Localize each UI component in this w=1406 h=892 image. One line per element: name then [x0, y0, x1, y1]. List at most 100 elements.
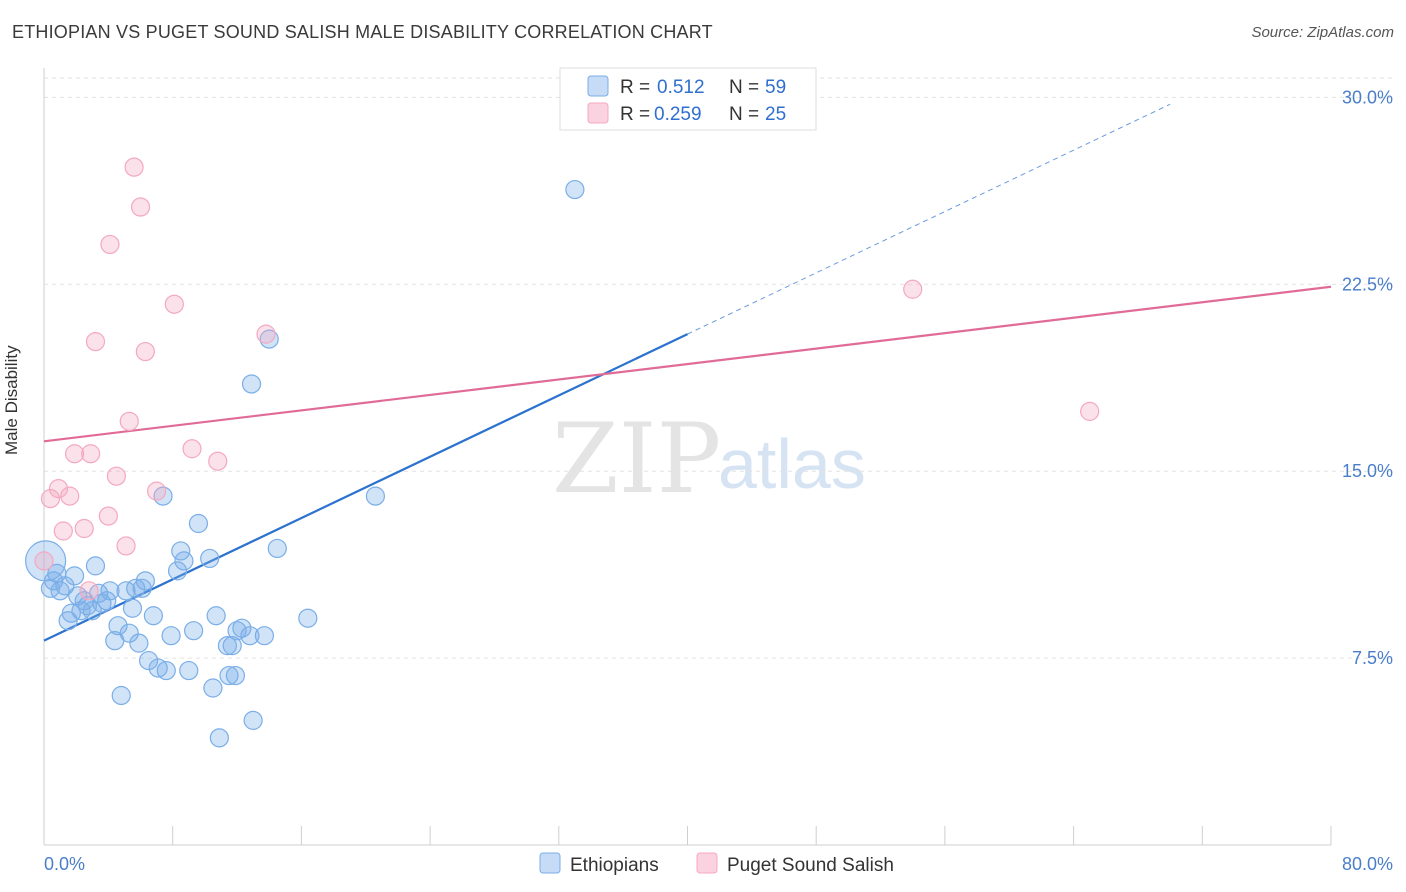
legend: R = 0.512 N = 59 R = 0.259 N = 25 [559, 67, 817, 131]
point-ethiopians [254, 626, 274, 646]
point-puget [208, 451, 228, 471]
point-puget [124, 157, 144, 177]
point-puget [98, 506, 118, 526]
point-ethiopians [138, 650, 159, 671]
y-tick-label: 7.5% [1352, 648, 1393, 668]
point-puget [147, 481, 167, 501]
point-puget [106, 466, 126, 486]
point-ethiopians [365, 486, 386, 506]
point-ethiopians [267, 538, 287, 559]
legend-n-label-ethiopians: N = [729, 77, 759, 98]
trend-lines [43, 103, 1332, 642]
point-ethiopians [222, 636, 242, 656]
chart-source: Source: ZipAtlas.com [1251, 24, 1394, 41]
point-puget [116, 536, 136, 556]
point-ethiopians [148, 658, 168, 678]
point-ethiopians [174, 551, 194, 571]
point-puget [85, 332, 106, 352]
point-puget [48, 479, 69, 499]
point-ethiopians [179, 660, 199, 681]
point-puget [130, 197, 151, 217]
point-ethiopians [126, 578, 146, 598]
point-ethiopians [85, 556, 106, 576]
bottom-legend-label-puget: Puget Sound Salish [727, 855, 894, 876]
legend-n-value-ethiopians: 59 [765, 77, 786, 98]
point-ethiopians [225, 665, 246, 686]
point-puget [60, 486, 80, 506]
grid-lines [44, 77, 1393, 659]
y-tick-labels: 7.5% 15.0% 22.5% 30.0% [1342, 87, 1393, 668]
point-ethiopians [156, 660, 176, 681]
point-ethiopians [241, 374, 262, 394]
point-ethiopians [82, 601, 102, 621]
point-ethiopians [188, 513, 209, 534]
point-puget [182, 439, 202, 459]
axes [43, 68, 1332, 846]
chart-title: ETHIOPIAN VS PUGET SOUND SALISH MALE DIS… [12, 22, 713, 42]
point-ethiopians [298, 608, 318, 628]
watermark: ZIP atlas [552, 403, 866, 515]
point-puget [903, 279, 923, 299]
point-ethiopians [135, 571, 155, 591]
point-ethiopians [243, 710, 263, 730]
trend-line-ethiopians-extension [687, 103, 1171, 335]
bottom-legend-swatch-puget [696, 852, 718, 874]
point-puget [135, 341, 155, 362]
point-ethiopians [153, 486, 173, 506]
point-ethiopians [209, 728, 229, 748]
point-ethiopians [203, 678, 223, 698]
point-puget [40, 489, 61, 509]
x-tick-label-max: 80.0% [1342, 854, 1393, 874]
point-ethiopians [167, 561, 188, 581]
point-ethiopians [200, 548, 220, 569]
bottom-legend: Ethiopians Puget Sound Salish [539, 852, 894, 876]
watermark-zip: ZIP [552, 403, 721, 515]
legend-r-value-puget: 0.259 [654, 104, 702, 125]
x-tick-label-min: 0.0% [44, 854, 85, 874]
point-ethiopians [565, 179, 585, 200]
point-puget [64, 444, 85, 464]
point-ethiopians [240, 626, 260, 646]
point-puget [256, 324, 276, 344]
legend-swatch-puget [587, 102, 609, 124]
watermark-atlas: atlas [718, 425, 866, 503]
point-puget [81, 444, 101, 464]
point-ethiopians [55, 576, 75, 596]
point-puget [164, 294, 184, 314]
point-ethiopians [232, 618, 252, 638]
point-ethiopians [217, 636, 237, 656]
point-ethiopians [108, 616, 128, 636]
point-ethiopians [129, 633, 149, 653]
bottom-legend-label-ethiopians: Ethiopians [570, 855, 659, 876]
point-ethiopians [206, 606, 226, 626]
point-puget [79, 581, 99, 601]
point-puget [34, 551, 54, 571]
point-puget [119, 411, 139, 431]
legend-swatch-ethiopians [587, 75, 609, 97]
bottom-legend-swatch-ethiopians [539, 852, 561, 874]
legend-r-label-puget: R = [620, 104, 650, 125]
point-ethiopians [184, 621, 204, 641]
point-ethiopians [100, 581, 120, 601]
point-ethiopians [68, 586, 88, 606]
point-puget [100, 234, 120, 255]
trend-line-puget [43, 285, 1332, 443]
point-puget [74, 518, 94, 539]
point-puget [53, 521, 73, 541]
point-ethiopians [161, 626, 181, 646]
point-ethiopians [119, 623, 139, 643]
x-tick-labels: 0.0% 80.0% [44, 854, 1393, 874]
y-tick-label: 30.0% [1342, 87, 1393, 107]
legend-r-value-ethiopians: 0.512 [657, 77, 705, 98]
point-ethiopians [122, 598, 143, 618]
point-puget [1080, 401, 1100, 421]
legend-r-label-ethiopians: R = [620, 77, 650, 98]
y-tick-label: 15.0% [1342, 461, 1393, 481]
point-ethiopians [111, 685, 131, 706]
data-points [25, 157, 1100, 748]
point-ethiopians [219, 665, 239, 686]
legend-n-label-puget: N = [729, 104, 759, 125]
legend-n-value-puget: 25 [765, 104, 786, 125]
point-ethiopians [143, 606, 163, 626]
